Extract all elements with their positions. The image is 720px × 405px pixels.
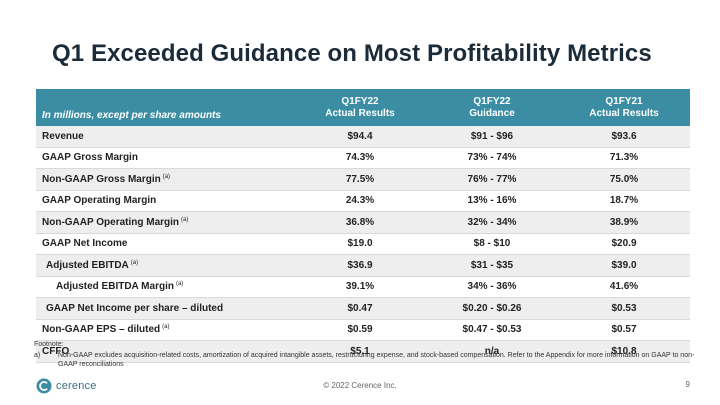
- metric-label: GAAP Net Income per share – diluted: [46, 302, 224, 314]
- page-title: Q1 Exceeded Guidance on Most Profitabili…: [52, 40, 652, 67]
- q1fy22-actual-value: 74.3%: [294, 147, 426, 169]
- q1fy22-actual-value: 24.3%: [294, 190, 426, 212]
- q1fy21-actual-value: $39.0: [558, 254, 690, 277]
- metric-label: Non-GAAP Operating Margin: [42, 216, 180, 228]
- table-row: Non-GAAP Gross Margin (a) 77.5% 76% - 77% 75…: [36, 168, 690, 191]
- q1fy22-guidance-value: n/a: [426, 340, 558, 363]
- header-q1fy21-actual: Q1FY21 Actual Results: [558, 89, 690, 126]
- q1fy22-guidance-value: 73% - 74%: [426, 147, 558, 169]
- header-line: Q1FY21: [605, 95, 643, 107]
- header-units-label: In millions, except per share amounts: [36, 89, 294, 126]
- metric-label: CFFO: [42, 345, 70, 357]
- table-row: CFFO $5.1 n/a $10.8: [36, 340, 690, 363]
- header-q1fy22-actual: Q1FY22 Actual Results: [294, 89, 426, 126]
- q1fy21-actual-value: $20.9: [558, 233, 690, 255]
- q1fy21-actual-value: 75.0%: [558, 168, 690, 191]
- footnote-text: Non-GAAP excludes acquisition-related co…: [58, 352, 695, 368]
- metric-label: Adjusted EBITDA: [46, 259, 129, 271]
- copyright-text: © 2022 Cerence Inc.: [323, 381, 397, 390]
- cerence-logo: cerence: [36, 378, 97, 394]
- table-row: Non-GAAP Operating Margin (a) 36.8% 32% - 3…: [36, 211, 690, 234]
- metric-cell: GAAP Operating Margin: [36, 190, 294, 212]
- metric-cell: Revenue: [36, 126, 294, 148]
- q1fy21-actual-value: $0.53: [558, 297, 690, 320]
- header-line: Q1FY22: [473, 95, 511, 107]
- metric-label: Revenue: [42, 130, 84, 142]
- q1fy21-actual-value: $0.57: [558, 319, 690, 341]
- header-line: Actual Results: [325, 107, 395, 119]
- footnote-letter: a): [34, 352, 41, 359]
- metric-label: GAAP Gross Margin: [42, 152, 138, 164]
- q1fy22-actual-value: $19.0: [294, 233, 426, 255]
- q1fy22-actual-value: 39.1%: [294, 276, 426, 298]
- q1fy22-guidance-value: $31 - $35: [426, 254, 558, 277]
- q1fy21-actual-value: 18.7%: [558, 190, 690, 212]
- table-row: Non-GAAP EPS – diluted (a) $0.59 $0.47 - $0…: [36, 319, 690, 341]
- q1fy21-actual-value: 41.6%: [558, 276, 690, 298]
- q1fy22-actual-value: 36.8%: [294, 211, 426, 234]
- header-line: Guidance: [469, 107, 515, 119]
- metric-label: Non-GAAP Gross Margin: [42, 173, 161, 185]
- metric-cell: Adjusted EBITDA Margin (a): [36, 276, 294, 298]
- footnote-marker: (a): [130, 259, 139, 266]
- financial-results-table: In millions, except per share amounts Q1…: [36, 89, 690, 363]
- q1fy22-actual-value: 77.5%: [294, 168, 426, 191]
- table-row: Adjusted EBITDA Margin (a) 39.1% 34% - 36% 4…: [36, 276, 690, 298]
- q1fy22-actual-value: $0.47: [294, 297, 426, 320]
- q1fy21-actual-value: $10.8: [558, 340, 690, 363]
- metric-label: Non-GAAP EPS – diluted: [42, 324, 161, 336]
- footnote-marker: (a): [181, 216, 189, 223]
- metric-label: GAAP Net Income: [42, 238, 128, 250]
- header-line: Q1FY22: [341, 95, 379, 107]
- metric-cell: Non-GAAP EPS – diluted (a): [36, 319, 294, 341]
- metric-cell: Non-GAAP Operating Margin (a): [36, 211, 294, 234]
- footnote-heading: Footnote:: [34, 341, 64, 348]
- logo-wordmark: cerence: [56, 380, 97, 392]
- q1fy22-guidance-value: 76% - 77%: [426, 168, 558, 191]
- table-header-row: In millions, except per share amounts Q1…: [36, 89, 690, 126]
- q1fy22-guidance-value: $91 - $96: [426, 126, 558, 148]
- cerence-logo-icon: [36, 378, 52, 394]
- table-row: GAAP Gross Margin 74.3% 73% - 74% 71.3%: [36, 147, 690, 169]
- header-line: Actual Results: [589, 107, 659, 119]
- metric-label: Adjusted EBITDA Margin: [56, 281, 174, 293]
- footnote-marker: (a): [162, 324, 170, 331]
- q1fy21-actual-value: 38.9%: [558, 211, 690, 234]
- q1fy22-guidance-value: $0.20 - $0.26: [426, 297, 558, 320]
- q1fy21-actual-value: 71.3%: [558, 147, 690, 169]
- metric-cell: CFFO: [36, 340, 294, 363]
- table-row: GAAP Net Income per share – diluted $0.47…: [36, 297, 690, 320]
- metric-cell: GAAP Net Income: [36, 233, 294, 255]
- q1fy22-actual-value: $5.1: [294, 340, 426, 363]
- footnote-marker: (a): [175, 281, 184, 288]
- metric-label: GAAP Operating Margin: [42, 195, 157, 207]
- metric-cell: GAAP Gross Margin: [36, 147, 294, 169]
- metric-cell: Non-GAAP Gross Margin (a): [36, 168, 294, 191]
- header-q1fy22-guidance: Q1FY22 Guidance: [426, 89, 558, 126]
- q1fy22-actual-value: $0.59: [294, 319, 426, 341]
- table-row: GAAP Net Income $19.0 $8 - $10 $20.9: [36, 233, 690, 255]
- table-row: GAAP Operating Margin 24.3% 13% - 16% 18.7%: [36, 190, 690, 212]
- page-number: 9: [685, 380, 690, 389]
- q1fy22-actual-value: $36.9: [294, 254, 426, 277]
- q1fy21-actual-value: $93.6: [558, 126, 690, 148]
- q1fy22-guidance-value: $0.47 - $0.53: [426, 319, 558, 341]
- metric-cell: Adjusted EBITDA (a): [36, 254, 294, 277]
- q1fy22-guidance-value: 13% - 16%: [426, 190, 558, 212]
- table-row: Revenue $94.4 $91 - $96 $93.6: [36, 126, 690, 148]
- footnote-marker: (a): [162, 173, 171, 180]
- q1fy22-guidance-value: $8 - $10: [426, 233, 558, 255]
- metric-cell: GAAP Net Income per share – diluted: [36, 297, 294, 320]
- table-row: Adjusted EBITDA (a) $36.9 $31 - $35 $39.0: [36, 254, 690, 277]
- q1fy22-guidance-value: 34% - 36%: [426, 276, 558, 298]
- q1fy22-guidance-value: 32% - 34%: [426, 211, 558, 234]
- q1fy22-actual-value: $94.4: [294, 126, 426, 148]
